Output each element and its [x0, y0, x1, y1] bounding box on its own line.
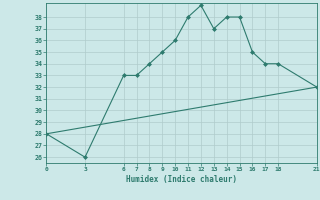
X-axis label: Humidex (Indice chaleur): Humidex (Indice chaleur) [126, 175, 237, 184]
